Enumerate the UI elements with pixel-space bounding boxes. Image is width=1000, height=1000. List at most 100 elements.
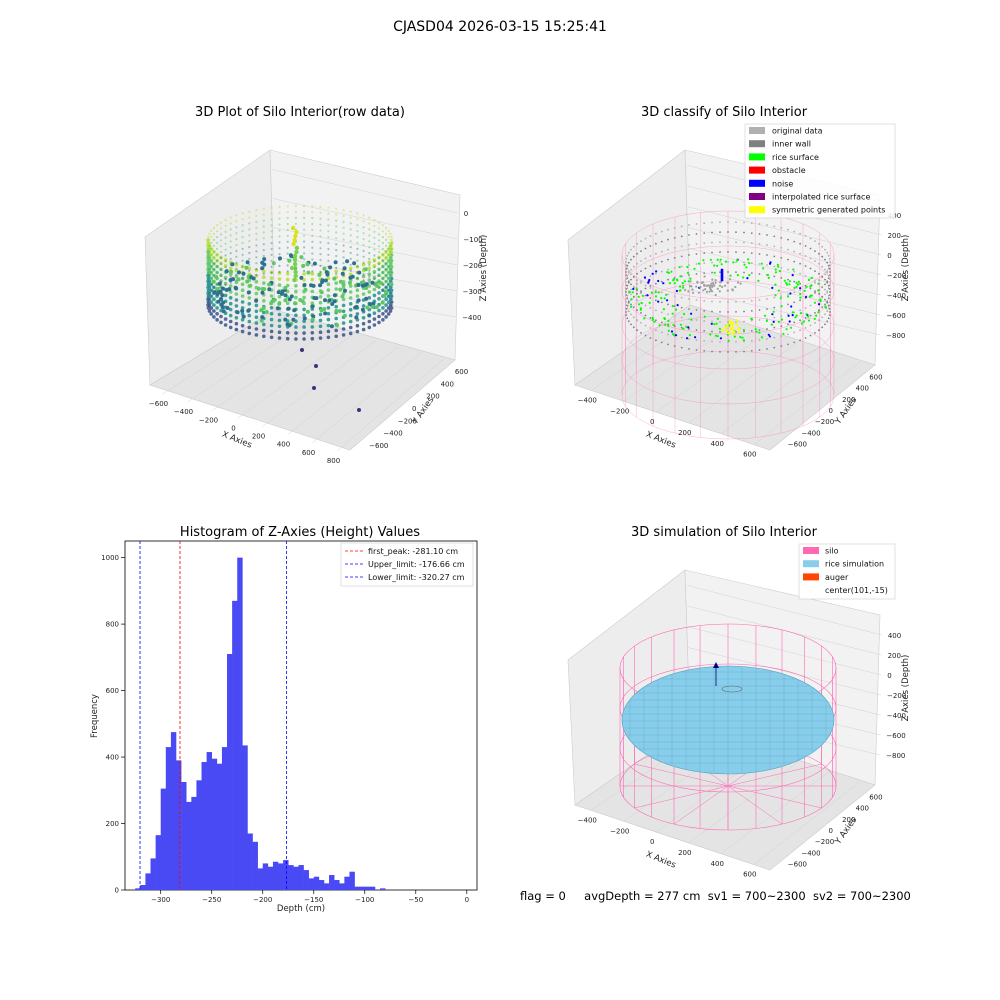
- rice-surface-point: [771, 286, 774, 289]
- raw-point: [342, 209, 345, 212]
- raw-point: [235, 310, 240, 315]
- histogram-bar: [191, 796, 197, 890]
- raw-point: [210, 247, 213, 250]
- raw-point: [210, 229, 213, 233]
- inner-wall-point: [814, 250, 816, 253]
- y-tick-label: −600: [788, 440, 807, 448]
- raw-point: [286, 264, 289, 267]
- raw-point: [223, 323, 228, 327]
- inner-wall-point: [673, 315, 676, 317]
- raw-point: [384, 279, 388, 284]
- raw-point: [210, 235, 213, 238]
- y-tick-label: −400: [383, 430, 402, 438]
- raw-point: [209, 259, 214, 263]
- symmetric-point: [724, 326, 727, 329]
- raw-point: [381, 258, 385, 263]
- raw-point: [262, 262, 267, 267]
- inner-wall-point: [667, 268, 669, 271]
- raw-point: [208, 268, 211, 271]
- raw-point: [206, 297, 210, 301]
- raw-point: [310, 336, 315, 341]
- inner-wall-point: [649, 297, 652, 299]
- raw-point: [294, 210, 297, 213]
- raw-point: [390, 265, 393, 268]
- inner-wall-point: [660, 291, 663, 294]
- rice-surface-point: [665, 293, 668, 296]
- raw-point: [219, 267, 223, 272]
- inner-wall-point: [627, 271, 630, 274]
- rice-surface-point: [793, 286, 796, 289]
- histogram-bar: [303, 870, 309, 890]
- raw-point: [229, 275, 232, 278]
- raw-point: [356, 230, 359, 233]
- histogram-bar: [155, 835, 162, 890]
- raw-point: [311, 205, 314, 208]
- histogram-bar: [308, 878, 315, 890]
- histogram-bar: [135, 888, 141, 890]
- inner-wall-point: [750, 232, 753, 235]
- raw-point: [228, 284, 233, 288]
- z-tick-label: 200: [888, 232, 901, 240]
- raw-point: [247, 302, 252, 306]
- raw-point: [368, 257, 371, 261]
- inner-wall-point: [719, 221, 721, 224]
- rice-surface-point: [777, 265, 780, 268]
- raw-point: [319, 211, 322, 214]
- raw-point: [327, 230, 330, 233]
- raw-point: [355, 276, 360, 281]
- inner-wall-point: [719, 311, 721, 313]
- inner-wall-point: [719, 241, 721, 244]
- inner-wall-point: [660, 260, 663, 263]
- raw-point: [261, 306, 266, 311]
- rice-surface-point: [648, 278, 651, 282]
- raw-point: [262, 328, 266, 333]
- raw-point: [277, 324, 282, 329]
- raw-point: [303, 210, 306, 213]
- histogram-bar: [150, 858, 156, 890]
- raw-point: [219, 274, 223, 277]
- histogram-bar: [165, 747, 172, 890]
- raw-point: [327, 212, 330, 215]
- inner-wall-point: [780, 315, 783, 317]
- inner-wall-point: [630, 273, 632, 276]
- raw-point: [389, 306, 394, 310]
- raw-point: [229, 240, 232, 243]
- y-tick-label: 0: [115, 887, 119, 895]
- inner-wall-point: [780, 325, 783, 327]
- inner-wall-point: [636, 292, 638, 295]
- raw-point: [241, 224, 244, 227]
- rice-surface-point: [757, 279, 760, 282]
- raw-point: [208, 262, 211, 265]
- raw-point: [278, 211, 281, 214]
- rice-surface-point: [655, 270, 658, 273]
- inner-wall-point: [743, 300, 745, 303]
- raw-scatter-points: [206, 204, 394, 412]
- inner-wall-point: [727, 251, 729, 253]
- raw-point: [255, 209, 258, 212]
- inner-wall-point: [787, 343, 789, 346]
- raw-point: [389, 268, 392, 271]
- inner-wall-point: [655, 262, 657, 265]
- original-point: [705, 290, 709, 293]
- raw-point: [361, 262, 366, 267]
- inner-wall-point: [766, 348, 768, 350]
- silo-wire: [634, 763, 729, 787]
- raw-point: [212, 238, 215, 241]
- raw-point: [342, 262, 345, 265]
- symmetric-point: [737, 330, 740, 334]
- raw-point: [367, 313, 372, 318]
- inner-wall-point: [688, 254, 690, 256]
- rice-surface-point: [663, 317, 667, 321]
- inner-wall-point: [809, 314, 812, 317]
- raw-point: [389, 300, 394, 304]
- raw-point: [333, 260, 338, 265]
- panel-raw-data: 3D Plot of Silo Interior(row data) −600−…: [144, 105, 489, 465]
- inner-wall-point: [627, 310, 630, 313]
- rice-surface-point: [716, 317, 719, 320]
- histogram-bar: [176, 760, 182, 890]
- raw-point: [212, 250, 215, 253]
- raw-point: [332, 293, 337, 298]
- original-point: [711, 284, 714, 288]
- inner-wall-point: [824, 303, 826, 306]
- raw-point: [262, 243, 265, 246]
